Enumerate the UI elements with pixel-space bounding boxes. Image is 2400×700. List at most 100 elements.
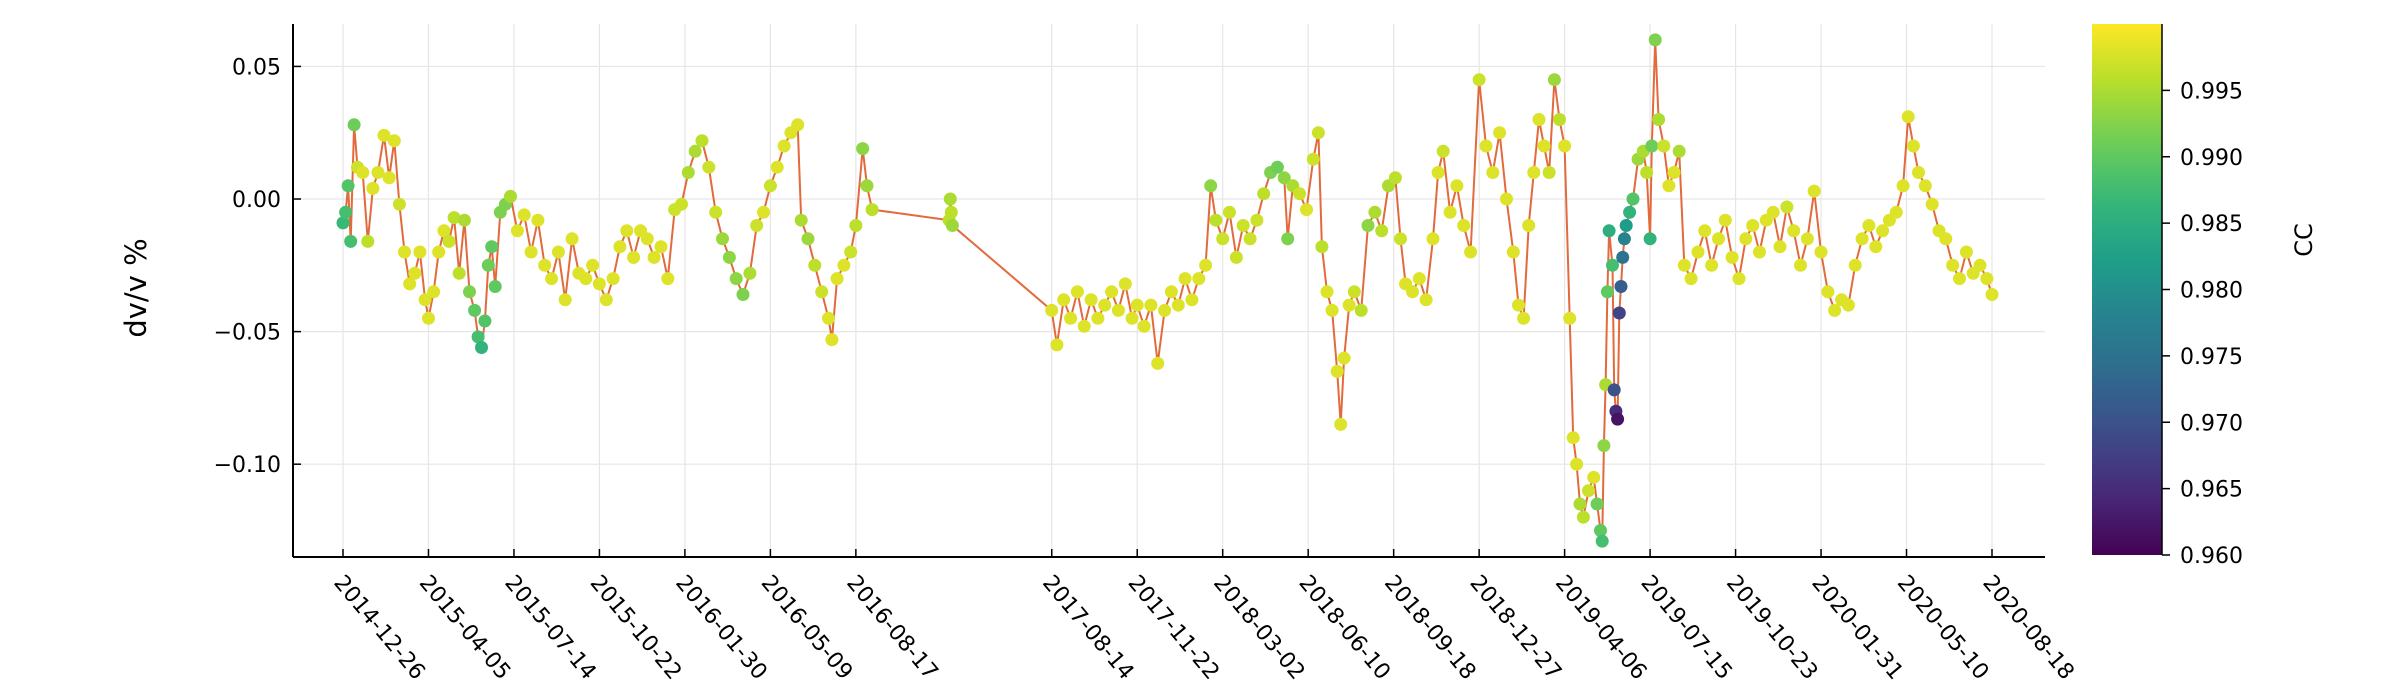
data-point xyxy=(1594,524,1607,537)
data-point xyxy=(1746,219,1760,232)
data-point xyxy=(661,272,675,286)
data-point xyxy=(1821,285,1835,299)
data-point xyxy=(1623,205,1637,219)
data-point xyxy=(1643,232,1657,246)
data-point xyxy=(471,330,485,344)
data-point xyxy=(1587,470,1601,484)
data-point xyxy=(1712,232,1725,246)
data-point xyxy=(1973,258,1987,272)
colorbar-tick-label: 0.970 xyxy=(2180,411,2243,436)
data-point xyxy=(1216,232,1230,246)
data-point xyxy=(1814,245,1828,259)
data-point xyxy=(1869,240,1883,254)
data-point xyxy=(801,232,815,246)
data-point xyxy=(1091,311,1105,325)
data-point xyxy=(1517,311,1531,325)
data-point xyxy=(647,250,661,264)
data-point xyxy=(716,232,729,246)
data-point xyxy=(1270,160,1284,174)
data-point xyxy=(1558,139,1572,153)
data-point xyxy=(1347,285,1361,299)
data-point xyxy=(377,128,391,142)
data-point xyxy=(1918,179,1932,193)
data-point xyxy=(1300,203,1313,217)
data-point xyxy=(1431,166,1445,179)
data-point xyxy=(408,266,422,280)
data-point xyxy=(1626,192,1640,206)
data-point xyxy=(1334,417,1348,431)
x-tick-label: 2017-08-14 xyxy=(1037,571,1138,685)
data-point xyxy=(1479,139,1493,153)
data-point xyxy=(1457,219,1471,232)
data-point xyxy=(1105,285,1119,299)
data-point xyxy=(1657,139,1671,153)
data-point xyxy=(1472,73,1486,87)
data-point xyxy=(943,192,957,206)
data-point xyxy=(837,258,851,272)
data-point xyxy=(1084,293,1098,307)
data-point xyxy=(1057,293,1071,307)
data-point xyxy=(849,219,863,232)
data-point xyxy=(944,205,958,219)
data-point xyxy=(1652,113,1666,126)
data-point xyxy=(1388,171,1402,185)
data-point xyxy=(1925,197,1939,211)
data-point xyxy=(531,213,545,227)
data-point xyxy=(1855,232,1869,246)
data-point xyxy=(1848,258,1862,272)
data-point xyxy=(1582,484,1595,498)
data-point xyxy=(1375,224,1389,238)
data-point xyxy=(1064,311,1078,325)
data-point xyxy=(856,142,870,156)
data-point xyxy=(654,240,668,254)
data-point xyxy=(1794,258,1807,272)
data-point xyxy=(586,258,600,272)
data-point xyxy=(579,272,593,286)
data-point xyxy=(1537,139,1551,153)
data-point xyxy=(344,234,358,248)
data-point xyxy=(815,285,829,299)
data-point xyxy=(709,205,723,219)
data-point xyxy=(1192,272,1206,286)
data-point xyxy=(1800,232,1814,246)
data-point xyxy=(606,272,620,286)
data-point xyxy=(822,311,835,325)
data-point xyxy=(517,208,531,222)
data-point xyxy=(702,160,716,174)
data-point xyxy=(1597,439,1611,453)
data-point xyxy=(729,272,743,286)
data-point xyxy=(538,258,552,272)
data-point xyxy=(1896,179,1910,193)
data-point xyxy=(1600,285,1614,299)
data-point xyxy=(1532,113,1546,126)
data-point xyxy=(356,166,370,179)
data-point xyxy=(1368,205,1382,219)
data-point xyxy=(1486,166,1500,179)
data-point xyxy=(1732,272,1746,286)
data-point xyxy=(777,139,791,153)
data-point xyxy=(1611,412,1625,426)
data-point xyxy=(442,234,456,248)
data-point xyxy=(468,303,482,317)
data-point xyxy=(488,280,502,293)
data-point xyxy=(1672,144,1686,158)
y-axis-ticks: −0.10 −0.05 0.00 0.05 xyxy=(214,55,301,478)
colorbar: 0.960 0.965 0.970 0.975 0.980 0.985 0.990 0.995 xyxy=(2092,24,2243,569)
data-point xyxy=(371,166,385,179)
data-point xyxy=(1606,258,1619,272)
data-point xyxy=(1542,166,1556,179)
data-point xyxy=(1330,364,1344,378)
data-point xyxy=(1912,166,1925,179)
data-point xyxy=(722,250,736,264)
data-point xyxy=(1125,311,1139,325)
data-point xyxy=(1354,303,1368,317)
data-point xyxy=(1098,298,1112,312)
data-point xyxy=(640,232,654,246)
data-point xyxy=(1573,497,1587,511)
data-point xyxy=(1171,298,1185,312)
data-point xyxy=(1293,187,1307,201)
colorbar-tick-label: 0.960 xyxy=(2180,544,2243,569)
data-point xyxy=(1570,457,1584,471)
data-point xyxy=(1807,184,1821,198)
